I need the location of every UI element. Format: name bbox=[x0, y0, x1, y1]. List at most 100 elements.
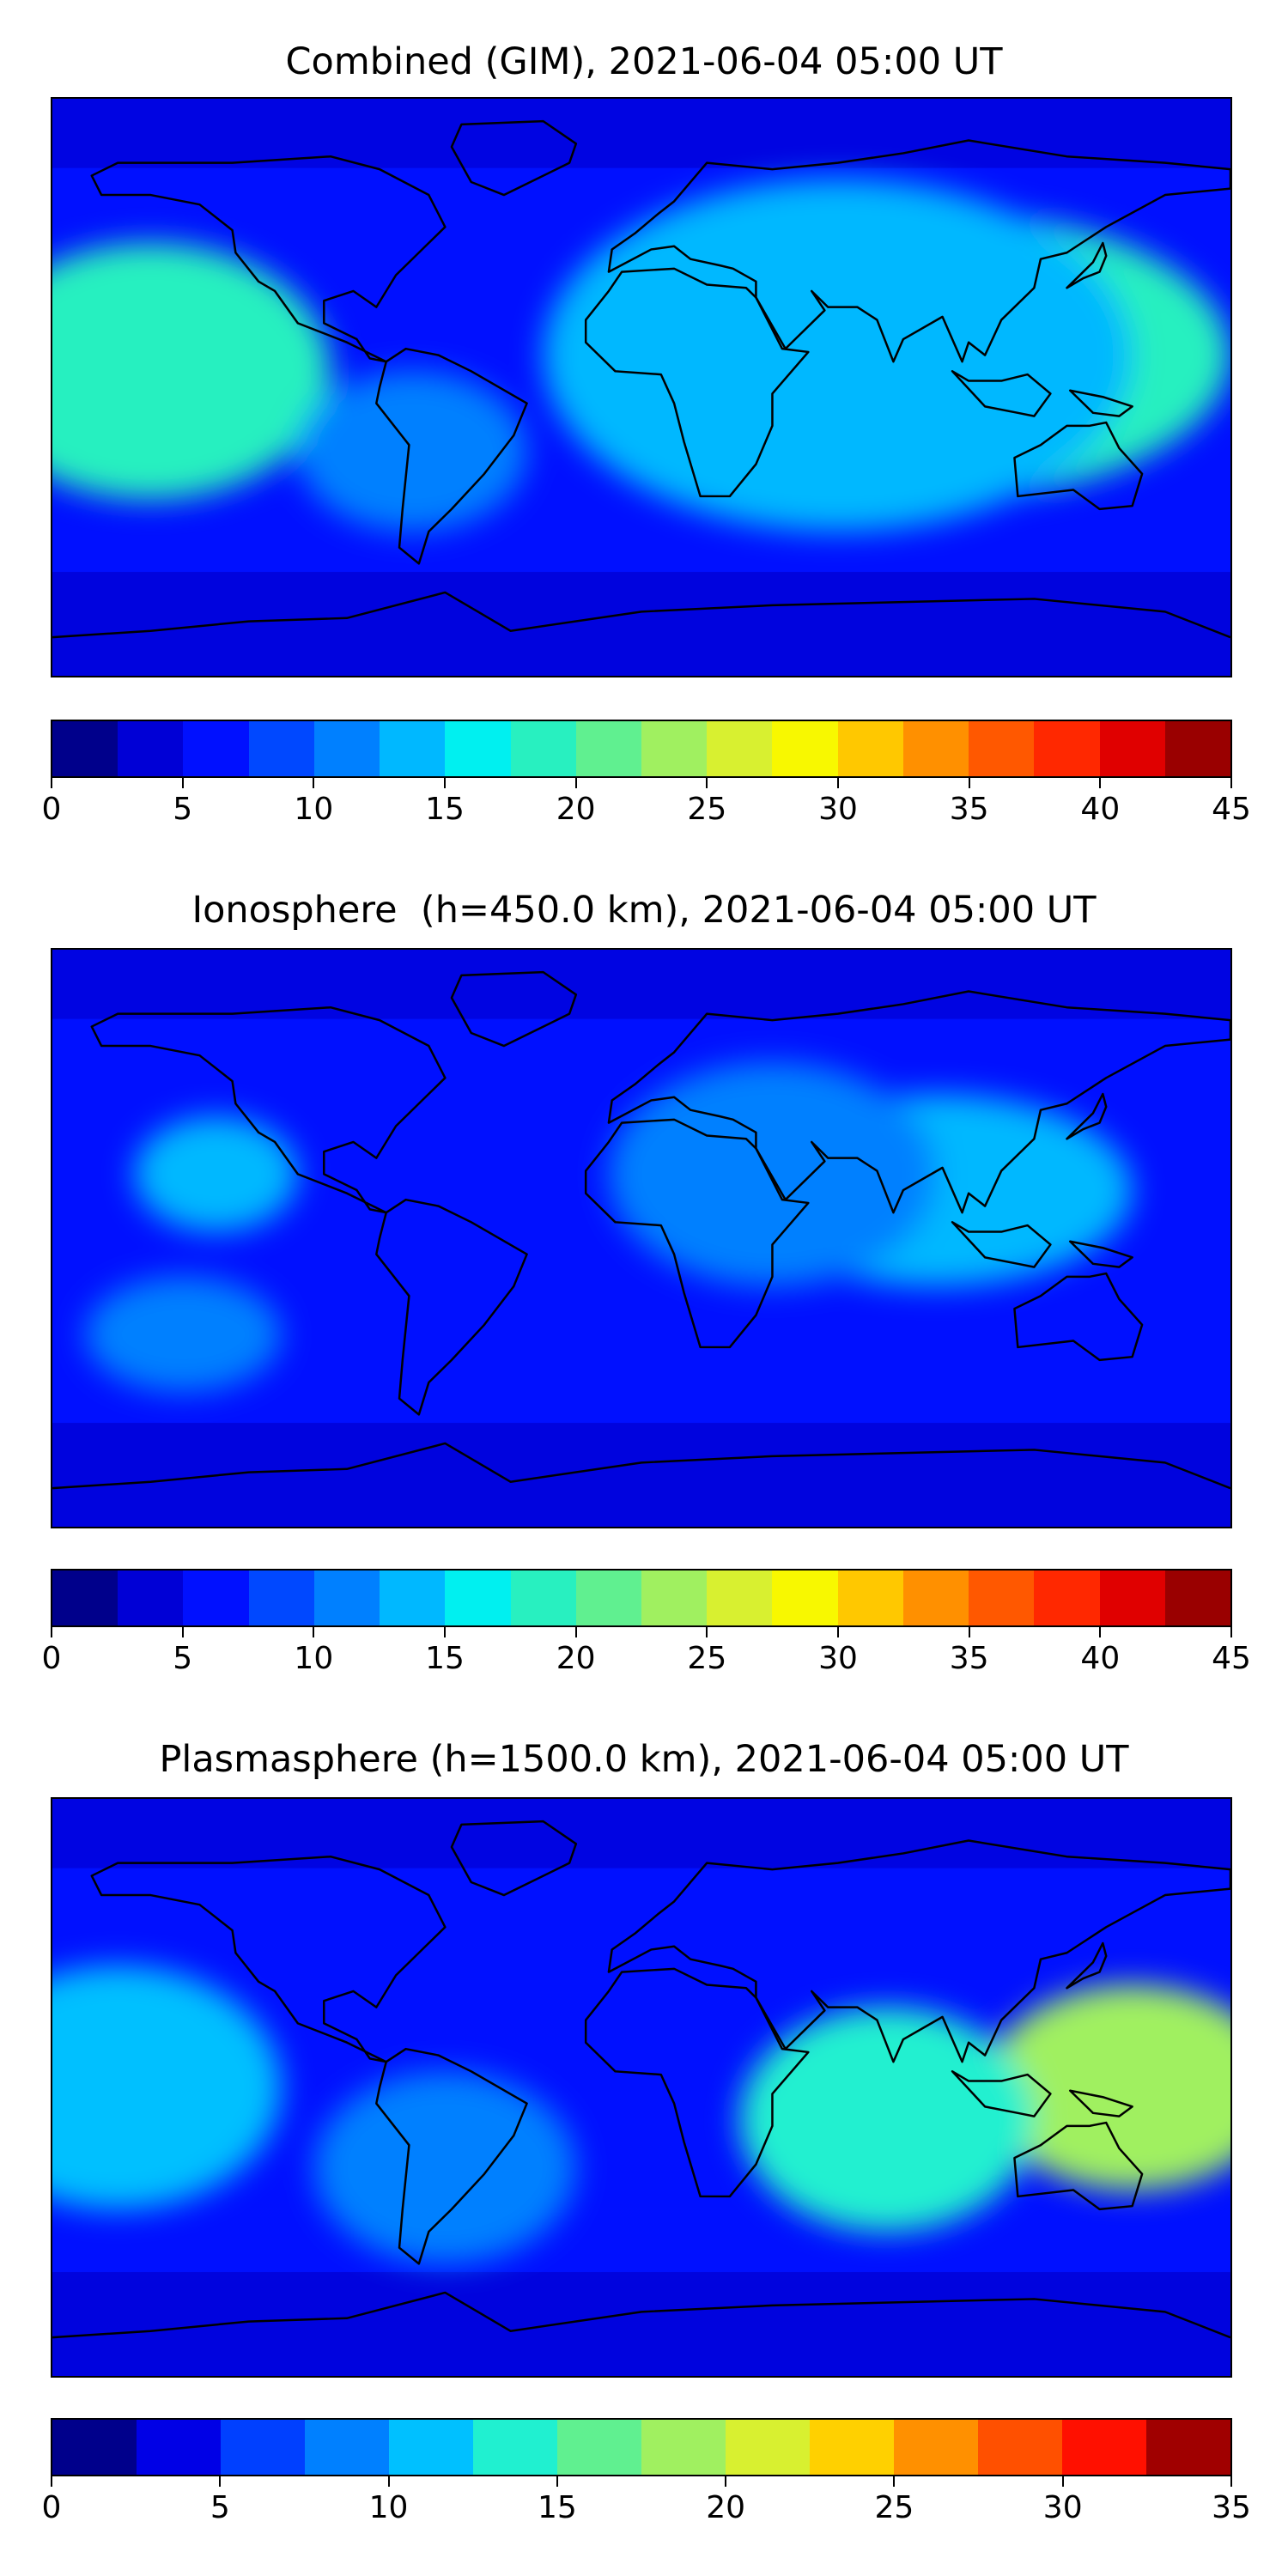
coastline-eurasia bbox=[607, 990, 1230, 1214]
tec-contour-region bbox=[52, 243, 331, 500]
colorbar-tick-label: 20 bbox=[556, 1641, 596, 1676]
colorbar-segment bbox=[445, 721, 511, 776]
colorbar-segment bbox=[389, 2420, 473, 2475]
colorbar-tick-label: 35 bbox=[949, 792, 989, 827]
colorbar-tick bbox=[313, 1627, 315, 1637]
panel-3-colorbar bbox=[51, 2418, 1232, 2476]
colorbar-segment bbox=[969, 721, 1035, 776]
map-canvas bbox=[52, 99, 1230, 676]
colorbar-tick bbox=[1061, 2476, 1064, 2487]
coastline-eurasia bbox=[607, 139, 1230, 363]
panel-1-colorbar bbox=[51, 720, 1232, 778]
colorbar-tick bbox=[968, 1627, 970, 1637]
colorbar-tick-label: 40 bbox=[1080, 1641, 1121, 1676]
coastline-greenland bbox=[450, 970, 578, 1048]
tec-contour-region bbox=[52, 1965, 282, 2209]
colorbar-tick-label: 5 bbox=[210, 2490, 230, 2525]
colorbar-tick bbox=[837, 1627, 839, 1637]
colorbar-segment bbox=[313, 721, 380, 776]
colorbar-segment bbox=[772, 1571, 838, 1625]
colorbar-tick-label: 35 bbox=[1212, 2490, 1251, 2525]
panel-1-map bbox=[51, 97, 1232, 677]
colorbar-segment bbox=[837, 721, 903, 776]
coastline-antarctica bbox=[52, 591, 1230, 639]
colorbar-segment bbox=[52, 1571, 118, 1625]
colorbar-segment bbox=[313, 1571, 380, 1625]
colorbar-segment bbox=[183, 1571, 249, 1625]
colorbar-tick-label: 25 bbox=[687, 792, 727, 827]
coastlines bbox=[52, 119, 1230, 639]
colorbar-segment bbox=[248, 721, 314, 776]
colorbar-segment bbox=[473, 2420, 557, 2475]
polar-band-north bbox=[52, 1799, 1230, 1868]
coastline-indonesia bbox=[951, 1221, 1052, 1268]
coastline-japan bbox=[1066, 1092, 1108, 1140]
panel-1-title: Combined (GIM), 2021-06-04 05:00 UT bbox=[285, 40, 1003, 83]
colorbar-segment bbox=[510, 1571, 576, 1625]
colorbar-segment bbox=[969, 1571, 1035, 1625]
colorbar-segment bbox=[1099, 721, 1165, 776]
colorbar-segment bbox=[641, 2420, 726, 2475]
colorbar-segment bbox=[894, 2420, 978, 2475]
panel-3-title: Plasmasphere (h=1500.0 km), 2021-06-04 0… bbox=[159, 1738, 1129, 1781]
colorbar-segment bbox=[248, 1571, 314, 1625]
polar-band-south bbox=[52, 2272, 1230, 2376]
colorbar-tick bbox=[1099, 1627, 1102, 1637]
colorbar-segment bbox=[445, 1571, 511, 1625]
colorbar-segment bbox=[575, 721, 641, 776]
coastline-africa bbox=[584, 267, 810, 498]
colorbar-tick bbox=[181, 778, 184, 788]
panel-2-colorbar bbox=[51, 1569, 1232, 1627]
colorbar-segment bbox=[380, 721, 446, 776]
colorbar-segment bbox=[810, 2420, 894, 2475]
colorbar-tick bbox=[706, 778, 708, 788]
coastline-africa bbox=[584, 1118, 810, 1349]
coastlines bbox=[52, 1820, 1230, 2339]
colorbar-segment bbox=[707, 1571, 773, 1625]
coastline-australia bbox=[1013, 421, 1144, 511]
polar-band-south bbox=[52, 1423, 1230, 1527]
colorbar-segment bbox=[1099, 1571, 1165, 1625]
panel-1-colorbar-ticks: 0 5 10 15 20 25 30 35 40 45 bbox=[42, 778, 1251, 829]
coastline-japan bbox=[1066, 241, 1108, 289]
tec-contour-region bbox=[543, 179, 1133, 532]
tec-contour-region bbox=[134, 1116, 298, 1232]
panel-3-map bbox=[51, 1797, 1232, 2378]
colorbar-tick-label: 30 bbox=[1042, 2490, 1083, 2525]
polar-band-north bbox=[52, 99, 1230, 168]
colorbar-segment bbox=[902, 1571, 969, 1625]
colorbar-segment bbox=[641, 1571, 708, 1625]
colorbar-tick-label: 15 bbox=[425, 1641, 465, 1676]
tec-contour-region bbox=[739, 2007, 1035, 2232]
tec-contours bbox=[85, 1061, 1133, 1393]
colorbar-segment bbox=[183, 721, 249, 776]
colorbar-segment bbox=[707, 721, 773, 776]
colorbar-tick bbox=[893, 2476, 896, 2487]
polar-band-north bbox=[52, 950, 1230, 1019]
colorbar-segment bbox=[221, 2420, 305, 2475]
colorbar-tick bbox=[387, 2476, 390, 2487]
colorbar-tick bbox=[837, 778, 839, 788]
colorbar-tick bbox=[706, 1627, 708, 1637]
tec-contour-region bbox=[985, 1984, 1230, 2190]
map-canvas bbox=[52, 950, 1230, 1527]
colorbar-tick-label: 25 bbox=[687, 1641, 727, 1676]
panel-2-map bbox=[51, 948, 1232, 1528]
coastline-south-america bbox=[375, 2047, 528, 2265]
colorbar-tick-label: 30 bbox=[818, 792, 858, 827]
colorbar-segment bbox=[1146, 2420, 1230, 2475]
colorbar-tick bbox=[574, 778, 577, 788]
coastline-antarctica bbox=[52, 1442, 1230, 1490]
coastline-africa bbox=[584, 1967, 810, 2198]
colorbar-segment bbox=[557, 2420, 641, 2475]
colorbar-segment bbox=[380, 1571, 446, 1625]
colorbar-segment bbox=[902, 721, 969, 776]
colorbar-tick-label: 25 bbox=[874, 2490, 914, 2525]
colorbar-tick bbox=[51, 2476, 52, 2487]
colorbar-segment bbox=[726, 2420, 810, 2475]
colorbar-tick-label: 15 bbox=[537, 2490, 577, 2525]
colorbar-tick-label: 15 bbox=[425, 792, 465, 827]
colorbar-tick bbox=[1230, 778, 1232, 788]
colorbar-tick bbox=[51, 1627, 52, 1637]
colorbar-tick-label: 5 bbox=[173, 792, 193, 827]
